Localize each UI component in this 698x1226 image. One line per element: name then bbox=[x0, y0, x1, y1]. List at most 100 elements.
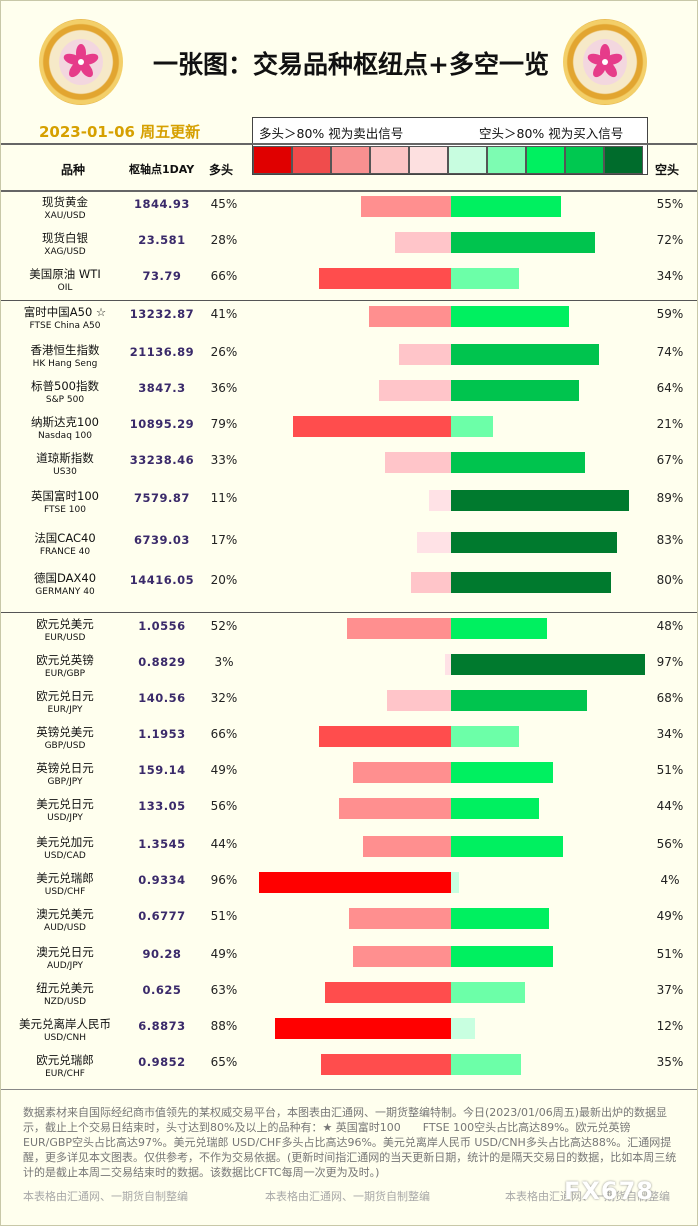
instrument-code: HK Hang Seng bbox=[32, 359, 98, 369]
pivot-value: 159.14 bbox=[138, 763, 186, 777]
instrument-cn: 英镑兑日元 bbox=[36, 761, 94, 775]
instrument-code: GERMANY 40 bbox=[35, 587, 95, 597]
instrument-name: 欧元兑英镑 EUR/GBP bbox=[1, 654, 129, 682]
pivot-value: 1.0556 bbox=[138, 619, 186, 633]
bull-bar bbox=[353, 946, 451, 967]
pivot-value: 140.56 bbox=[138, 691, 186, 705]
instrument-cn: 欧元兑瑞郎 bbox=[36, 1053, 94, 1067]
bull-percent: 49% bbox=[210, 763, 238, 777]
bear-bar bbox=[451, 726, 519, 747]
group-divider bbox=[1, 300, 697, 301]
table-row: 澳元兑美元 AUD/USD 0.6777 51% 49% bbox=[1, 905, 697, 943]
bear-bar bbox=[451, 836, 563, 857]
instrument-name: 香港恒生指数 HK Hang Seng bbox=[1, 344, 129, 372]
instrument-code: NZD/USD bbox=[43, 997, 87, 1007]
bear-bar bbox=[451, 872, 459, 893]
bear-bar bbox=[451, 1018, 475, 1039]
bear-bar bbox=[451, 798, 539, 819]
pivot-value: 133.05 bbox=[138, 799, 186, 813]
bull-bar bbox=[363, 836, 451, 857]
pivot-value: 10895.29 bbox=[129, 417, 195, 431]
instrument-code: OIL bbox=[57, 283, 73, 293]
table-row: 美元兑离岸人民币 USD/CNH 6.8873 88% 12% bbox=[1, 1015, 697, 1053]
bull-bar bbox=[275, 1018, 451, 1039]
bull-bar bbox=[387, 690, 451, 711]
bull-percent: 65% bbox=[210, 1055, 238, 1069]
instrument-name: 欧元兑瑞郎 EUR/CHF bbox=[1, 1054, 129, 1082]
bear-percent: 67% bbox=[656, 453, 684, 467]
header-bull: 多头 bbox=[209, 163, 234, 177]
watermark: FX678 bbox=[564, 1177, 654, 1205]
bull-percent: 32% bbox=[210, 691, 238, 705]
instrument-cn: 澳元兑日元 bbox=[36, 945, 94, 959]
table-row: 英镑兑美元 GBP/USD 1.1953 66% 34% bbox=[1, 723, 697, 761]
page-title: 一张图：交易品种枢纽点+多空一览 bbox=[153, 50, 549, 79]
bear-bar bbox=[451, 532, 617, 553]
bull-bar bbox=[321, 1054, 451, 1075]
legend-swatch bbox=[292, 146, 331, 174]
instrument-code: USD/CHF bbox=[44, 887, 86, 897]
instrument-name: 澳元兑日元 AUD/JPY bbox=[1, 946, 129, 974]
table-row: 纽元兑美元 NZD/USD 0.625 63% 37% bbox=[1, 979, 697, 1017]
bear-percent: 4% bbox=[660, 873, 680, 887]
instrument-cn: 现货白银 bbox=[42, 231, 88, 245]
table-row: 现货黄金 XAU/USD 1844.93 45% 55% bbox=[1, 193, 697, 231]
table-row: 道琼斯指数 US30 33238.46 33% 67% bbox=[1, 449, 697, 487]
table-row: 澳元兑日元 AUD/JPY 90.28 49% 51% bbox=[1, 943, 697, 981]
instrument-code: EUR/JPY bbox=[47, 705, 83, 715]
bear-bar bbox=[451, 946, 553, 967]
table-row: 德国DAX40 GERMANY 40 14416.05 20% 80% bbox=[1, 569, 697, 607]
instrument-code: XAG/USD bbox=[44, 247, 86, 257]
legend-swatch bbox=[565, 146, 604, 174]
bull-bar bbox=[417, 532, 451, 553]
bear-percent: 89% bbox=[656, 491, 684, 505]
instrument-name: 现货白银 XAG/USD bbox=[1, 232, 129, 260]
divider bbox=[1, 1089, 697, 1090]
bear-percent: 56% bbox=[656, 837, 684, 851]
bull-percent: 88% bbox=[210, 1019, 238, 1033]
bear-bar bbox=[451, 982, 525, 1003]
bull-bar bbox=[349, 908, 451, 929]
bull-percent: 66% bbox=[210, 727, 238, 741]
bull-bar bbox=[395, 232, 451, 253]
instrument-cn: 标普500指数 bbox=[31, 379, 99, 393]
instrument-cn: 道琼斯指数 bbox=[36, 451, 94, 465]
instrument-code: EUR/USD bbox=[44, 633, 86, 643]
bull-bar bbox=[325, 982, 451, 1003]
bear-percent: 59% bbox=[656, 307, 684, 321]
instrument-name: 德国DAX40 GERMANY 40 bbox=[1, 572, 129, 600]
bull-percent: 49% bbox=[210, 947, 238, 961]
bull-percent: 96% bbox=[210, 873, 238, 887]
bear-percent: 35% bbox=[656, 1055, 684, 1069]
bear-bar bbox=[451, 654, 645, 675]
bear-percent: 74% bbox=[656, 345, 684, 359]
bull-bar bbox=[347, 618, 451, 639]
bull-percent: 20% bbox=[210, 573, 238, 587]
bull-bar bbox=[445, 654, 451, 675]
instrument-name: 英镑兑美元 GBP/USD bbox=[1, 726, 129, 754]
instrument-code: USD/CAD bbox=[44, 851, 86, 861]
instrument-code: AUD/JPY bbox=[46, 961, 84, 971]
update-date: 2023-01-06 周五更新 bbox=[39, 123, 201, 141]
bull-percent: 11% bbox=[210, 491, 238, 505]
bull-percent: 17% bbox=[210, 533, 238, 547]
bear-percent: 80% bbox=[656, 573, 684, 587]
pivot-value: 6739.03 bbox=[134, 533, 190, 547]
bull-percent: 63% bbox=[210, 983, 238, 997]
bear-percent: 44% bbox=[656, 799, 684, 813]
instrument-code: Nasdaq 100 bbox=[38, 431, 92, 441]
header-pivot: 枢轴点1DAY bbox=[129, 163, 195, 176]
bear-bar bbox=[451, 306, 569, 327]
bear-percent: 51% bbox=[656, 763, 684, 777]
bear-percent: 49% bbox=[656, 909, 684, 923]
instrument-code: FRANCE 40 bbox=[39, 547, 91, 557]
bear-percent: 83% bbox=[656, 533, 684, 547]
instrument-cn: 法国CAC40 bbox=[34, 531, 96, 545]
instrument-name: 英国富时100 FTSE 100 bbox=[1, 490, 129, 518]
instrument-code: EUR/GBP bbox=[44, 669, 86, 679]
table-row: 欧元兑日元 EUR/JPY 140.56 32% 68% bbox=[1, 687, 697, 725]
table-row: 香港恒生指数 HK Hang Seng 21136.89 26% 74% bbox=[1, 341, 697, 379]
footer-credit: 本表格由汇通网、一期货自制整编 bbox=[505, 1190, 670, 1203]
bull-percent: 66% bbox=[210, 269, 238, 283]
